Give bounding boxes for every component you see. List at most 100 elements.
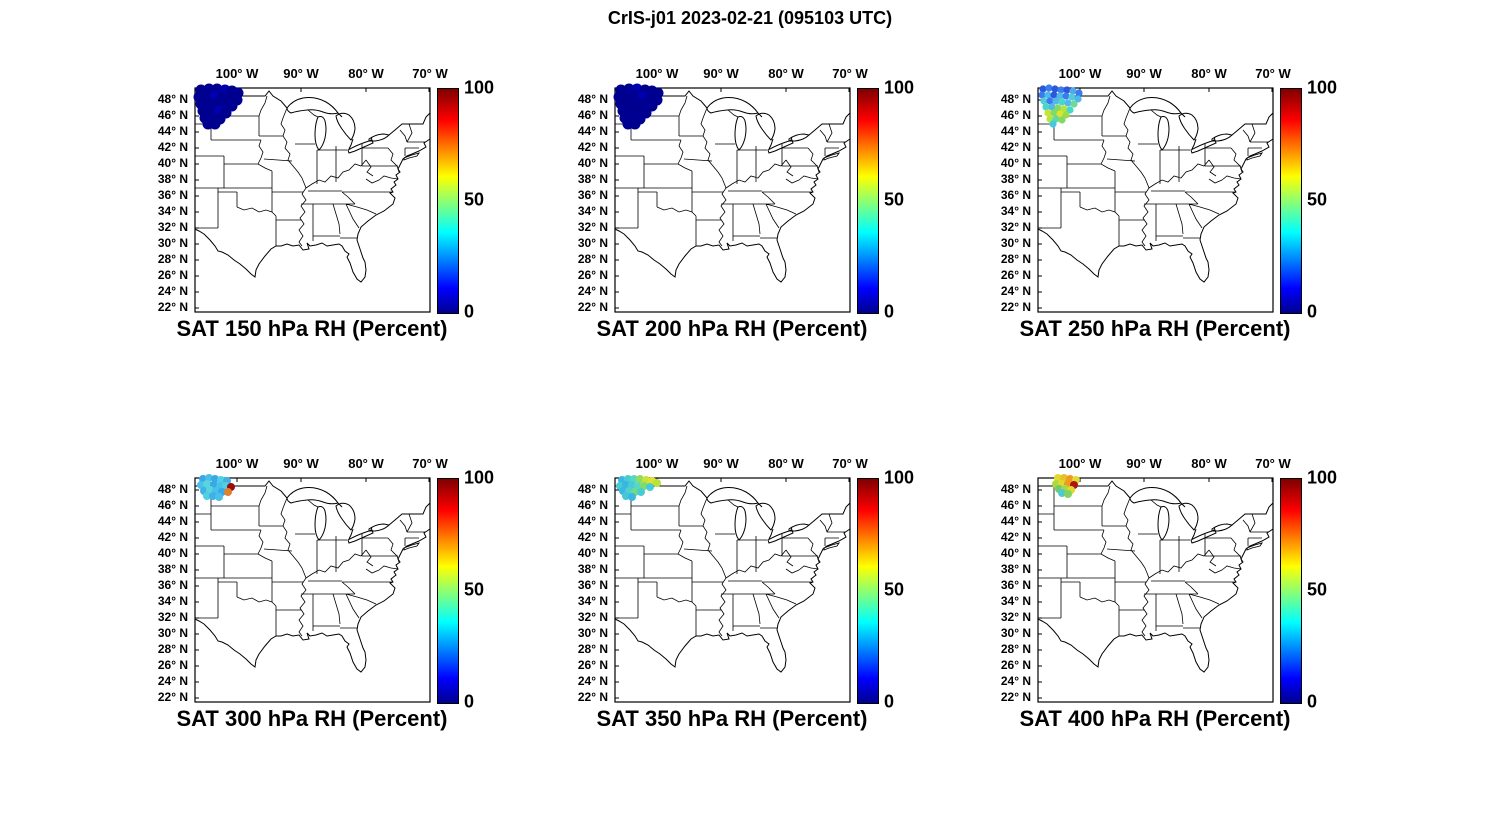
colorbar — [437, 88, 459, 314]
colorbar — [857, 88, 879, 314]
map-area — [614, 475, 851, 703]
lat-tick-label: 40° N — [1000, 156, 1031, 170]
swath-dot — [1054, 104, 1062, 112]
lat-tick-label: 34° N — [1000, 594, 1031, 608]
lat-tick-label: 44° N — [577, 124, 608, 138]
colorbar-tick-max: 100 — [1307, 77, 1338, 98]
swath-dot — [622, 492, 630, 500]
colorbar-tick-max: 100 — [464, 467, 495, 488]
lon-tick-label: 70° W — [832, 66, 868, 81]
lat-tick-label: 34° N — [577, 594, 608, 608]
map-panel-150hpa: 100° W 90° W 80° W 70° W 48° N 46° N 44° N 42°… — [120, 28, 540, 358]
swath-dot — [628, 493, 636, 501]
colorbar-tick-mid: 50 — [464, 579, 485, 600]
map-panel-200hpa: 100° W 90° W 80° W 70° W 48° N 46° N 44° N 42°… — [540, 28, 960, 358]
colorbar-tick-max: 100 — [464, 77, 495, 98]
lat-tick-label: 24° N — [577, 284, 608, 298]
map-area — [1037, 84, 1274, 313]
lat-tick-label: 24° N — [1000, 284, 1031, 298]
lat-tick-label: 42° N — [1000, 140, 1031, 154]
swath-dot — [1060, 105, 1068, 113]
lat-tick-label: 34° N — [577, 204, 608, 218]
swath-dot — [634, 482, 642, 490]
colorbar-tick-mid: 50 — [464, 189, 485, 210]
lat-tick-label: 36° N — [157, 188, 188, 202]
swath-dot — [1075, 89, 1083, 97]
lon-tick-label: 70° W — [412, 456, 448, 471]
lat-tick-label: 24° N — [157, 284, 188, 298]
satellite-swath — [1038, 84, 1083, 128]
swath-dot — [1062, 111, 1070, 119]
colorbar-tick-mid: 50 — [884, 189, 905, 210]
lat-tick-label: 44° N — [1000, 124, 1031, 138]
swath-dot — [1058, 98, 1066, 106]
colorbar-tick-min: 0 — [464, 301, 475, 322]
lat-tick-label: 42° N — [577, 530, 608, 544]
lat-tick-label: 28° N — [1000, 642, 1031, 656]
us-basemap — [613, 83, 851, 313]
panel-title: SAT 150 hPa RH (Percent) — [176, 316, 448, 341]
swath-dot — [209, 492, 217, 500]
map-area — [1037, 474, 1274, 703]
map-panel-350hpa: 100° W 90° W 80° W 70° W 48° N 46° N 44° N 42°… — [540, 418, 960, 748]
lat-tick-label: 30° N — [157, 236, 188, 250]
panel-title: SAT 250 hPa RH (Percent) — [1019, 316, 1291, 341]
colorbar-tick-min: 0 — [1307, 691, 1318, 712]
lon-tick-label: 80° W — [768, 456, 804, 471]
lat-tick-label: 24° N — [1000, 674, 1031, 688]
lat-tick-label: 30° N — [577, 236, 608, 250]
swath-dot — [653, 479, 661, 487]
lon-tick-label: 70° W — [1255, 456, 1291, 471]
lon-tick-label: 100° W — [1058, 456, 1102, 471]
satellite-swath — [193, 83, 244, 130]
lat-tick-label: 40° N — [157, 156, 188, 170]
lat-tick-label: 46° N — [157, 498, 188, 512]
colorbar-tick-min: 0 — [884, 691, 895, 712]
swath-dot — [1063, 86, 1071, 94]
swath-dot — [628, 481, 636, 489]
us-basemap — [193, 83, 431, 313]
satellite-swath — [197, 474, 235, 501]
colorbar-tick-mid: 50 — [1307, 579, 1328, 600]
lat-tick-label: 26° N — [157, 658, 188, 672]
lat-tick-label: 26° N — [1000, 658, 1031, 672]
lat-tick-label: 48° N — [1000, 482, 1031, 496]
map-panel-300hpa: 100° W 90° W 80° W 70° W 48° N 46° N 44° N 42°… — [120, 418, 540, 748]
lat-tick-label: 36° N — [1000, 188, 1031, 202]
swath-dot — [1044, 91, 1052, 99]
swath-dot — [1050, 109, 1058, 117]
swath-dot — [1040, 97, 1048, 105]
lat-tick-label: 24° N — [157, 674, 188, 688]
lat-tick-label: 38° N — [1000, 562, 1031, 576]
lon-tick-label: 90° W — [283, 66, 319, 81]
swath-dot — [646, 483, 654, 491]
lat-tick-label: 36° N — [1000, 578, 1031, 592]
map-panel-400hpa: 100° W 90° W 80° W 70° W 48° N 46° N 44° N 42°… — [963, 418, 1383, 748]
lat-tick-label: 34° N — [157, 204, 188, 218]
colorbar-tick-mid: 50 — [1307, 189, 1328, 210]
swath-dot — [1064, 490, 1072, 498]
lat-tick-label: 28° N — [157, 252, 188, 266]
swath-dot — [1049, 120, 1057, 128]
lat-tick-label: 26° N — [577, 658, 608, 672]
colorbar-tick-max: 100 — [1307, 467, 1338, 488]
lat-tick-label: 46° N — [157, 108, 188, 122]
colorbar — [857, 478, 879, 704]
lat-tick-label: 42° N — [1000, 530, 1031, 544]
lat-tick-label: 28° N — [1000, 252, 1031, 266]
lat-tick-label: 22° N — [577, 690, 608, 704]
swath-dot — [1074, 95, 1082, 103]
colorbar-tick-min: 0 — [1307, 301, 1318, 322]
swath-dot — [1068, 93, 1076, 101]
swath-dot — [636, 475, 644, 483]
swath-dot — [206, 486, 214, 494]
swath-dot — [637, 488, 645, 496]
lat-tick-label: 40° N — [157, 546, 188, 560]
lon-tick-label: 80° W — [768, 66, 804, 81]
colorbar — [1280, 88, 1302, 314]
lat-tick-label: 28° N — [157, 642, 188, 656]
swath-dot — [1048, 103, 1056, 111]
lon-tick-label: 80° W — [1191, 456, 1227, 471]
figure-title: CrIS-j01 2023-02-21 (095103 UTC) — [607, 8, 893, 28]
